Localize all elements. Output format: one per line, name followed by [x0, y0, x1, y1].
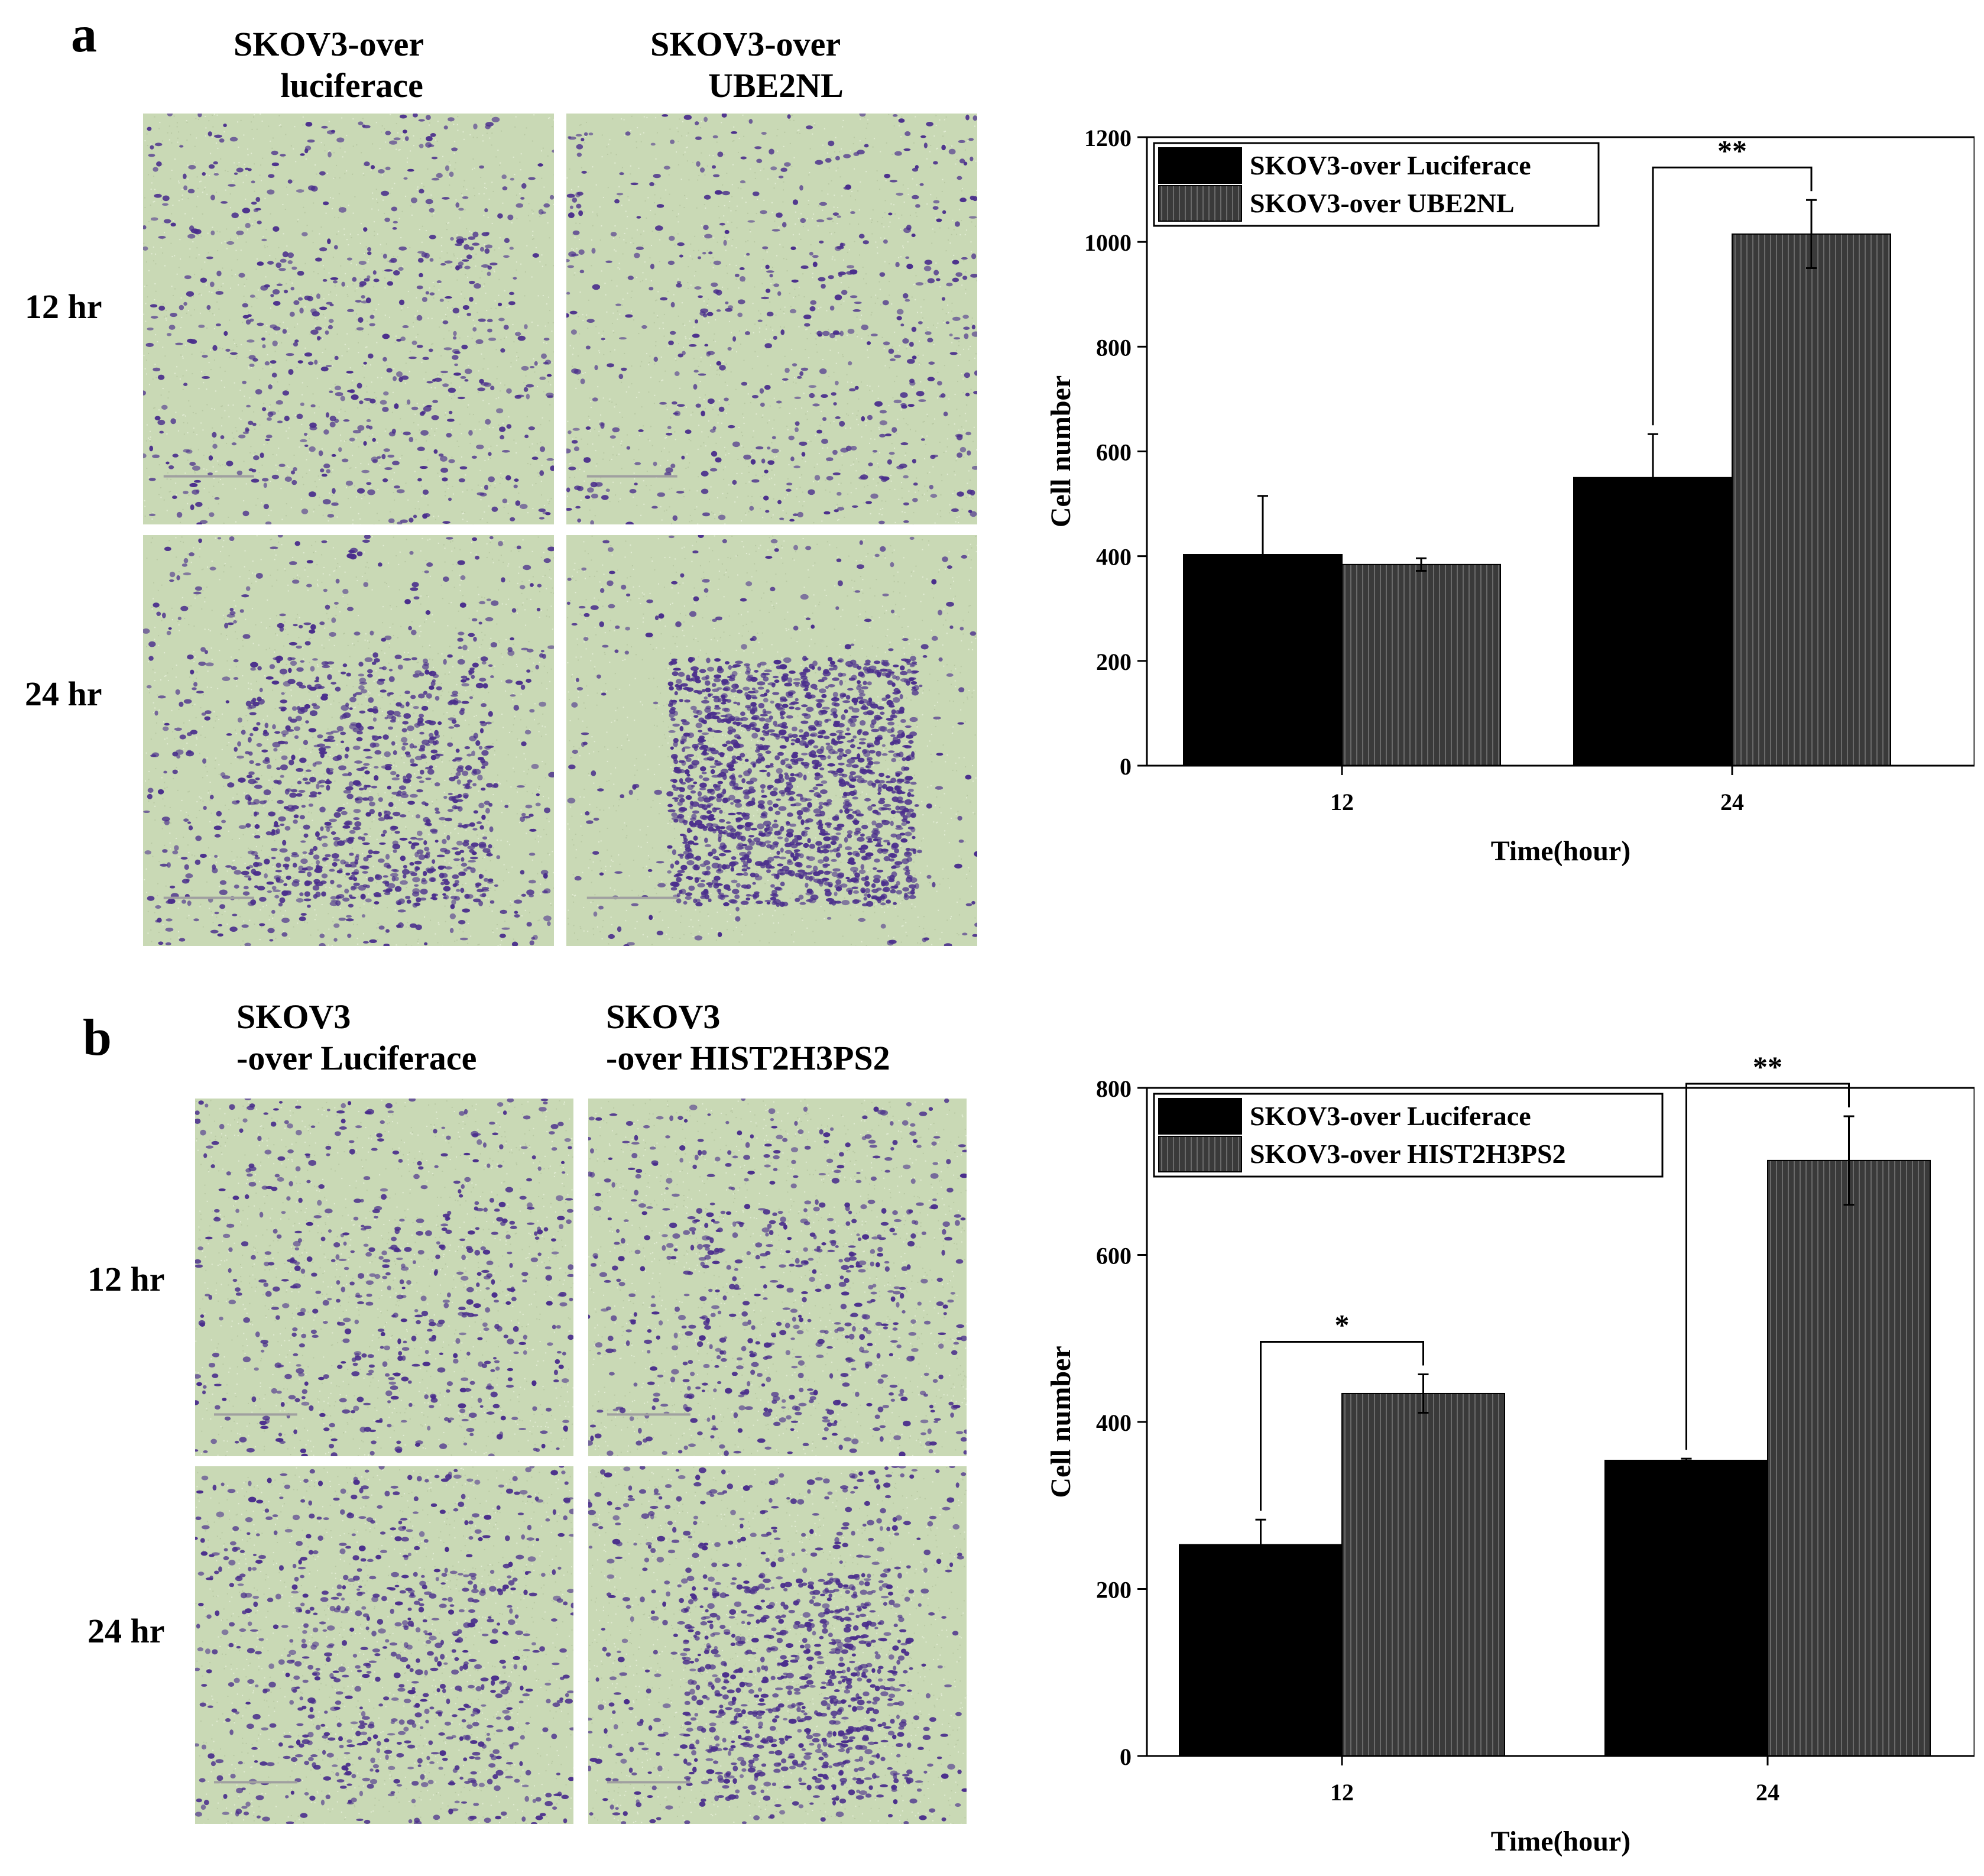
y-tick-label: 400 — [1096, 1410, 1132, 1436]
legend-swatch — [1158, 1136, 1242, 1172]
significance-bracket — [1685, 1083, 1850, 1450]
column-header-line: -over HIST2H3PS2 — [606, 1039, 890, 1077]
column-header-line: SKOV3-over — [234, 25, 424, 63]
y-axis-label: Cell number — [1045, 375, 1077, 527]
panel-b-column-1-header: SKOV3 -over Luciferace — [236, 996, 476, 1079]
legend-label: SKOV3-over Luciferace — [1250, 150, 1531, 180]
y-tick-label: 200 — [1096, 1577, 1132, 1603]
bar-treatment-12 — [1341, 1392, 1505, 1757]
panel-b-row-12hr: 12 hr — [87, 1260, 165, 1298]
panel-b-row-24hr: 24 hr — [87, 1612, 165, 1650]
y-tick-label: 200 — [1096, 649, 1132, 675]
micrograph-a-ube2nl-12hr — [566, 114, 977, 524]
bar-luciferase-24 — [1604, 1459, 1768, 1757]
y-tick-label: 800 — [1096, 334, 1132, 361]
x-axis-label: Time(hour) — [1491, 1826, 1630, 1857]
panel-a-label: a — [71, 6, 97, 63]
legend-label: SKOV3-over Luciferace — [1250, 1101, 1531, 1131]
column-header-line: SKOV3 — [606, 997, 721, 1036]
bar-treatment-12 — [1341, 563, 1501, 767]
panel-a-column-2-header: SKOV3-over UBE2NL — [650, 24, 844, 106]
significance-label: * — [1335, 1308, 1350, 1341]
micrograph-b-luciferase-12hr — [195, 1099, 573, 1456]
micrograph-b-luciferase-24hr — [195, 1466, 573, 1824]
legend-label: SKOV3-over UBE2NL — [1250, 188, 1515, 218]
y-tick-label: 800 — [1096, 1075, 1132, 1102]
micrograph-b-hist2h3ps2-12hr — [588, 1099, 967, 1456]
column-header-line: SKOV3-over — [650, 25, 841, 63]
column-header-line: UBE2NL — [708, 66, 844, 105]
significance-bracket — [1652, 166, 1813, 426]
y-tick-label: 0 — [1120, 753, 1132, 780]
x-tick-label: 24 — [1756, 1779, 1779, 1806]
micrograph-b-hist2h3ps2-24hr — [588, 1466, 967, 1824]
y-tick-label: 400 — [1096, 544, 1132, 571]
legend-swatch — [1158, 147, 1242, 184]
panel-a-column-1-header: SKOV3-over luciferace — [234, 24, 424, 106]
panel-b-column-2-header: SKOV3 -over HIST2H3PS2 — [606, 996, 890, 1079]
panel-a-row-24hr: 24 hr — [25, 675, 102, 713]
panel-a-row-12hr: 12 hr — [25, 287, 102, 326]
x-tick-label: 24 — [1720, 789, 1744, 815]
bar-chart-a: ** 0 200 400 600 800 1000 1200 12 24 Time(hour) Cel… — [1045, 125, 1975, 867]
column-header-line: -over Luciferace — [236, 1039, 477, 1077]
panel-b-label: b — [83, 1009, 112, 1067]
x-axis-label: Time(hour) — [1491, 835, 1630, 867]
column-header-line: SKOV3 — [236, 997, 351, 1036]
y-tick-label: 0 — [1120, 1744, 1132, 1770]
legend-label: SKOV3-over HIST2H3PS2 — [1250, 1139, 1566, 1169]
bar-treatment-24 — [1767, 1159, 1931, 1757]
x-tick-label: 12 — [1330, 789, 1354, 815]
bar-treatment-24 — [1732, 233, 1891, 767]
column-header-line: luciferace — [280, 66, 423, 105]
legend-swatch — [1158, 1098, 1242, 1135]
significance-label: ** — [1717, 134, 1747, 167]
micrograph-a-luciferase-12hr — [143, 114, 554, 524]
significance-label: ** — [1753, 1050, 1782, 1083]
y-tick-label: 1000 — [1084, 229, 1132, 256]
bar-luciferase-12 — [1179, 1544, 1343, 1757]
x-tick-label: 12 — [1330, 1779, 1354, 1806]
y-axis-label: Cell number — [1045, 1346, 1077, 1498]
y-tick-label: 600 — [1096, 1243, 1132, 1269]
micrograph-a-luciferase-24hr — [143, 535, 554, 946]
y-tick-label: 1200 — [1084, 125, 1132, 151]
micrograph-a-ube2nl-24hr — [566, 535, 977, 946]
significance-bracket — [1260, 1340, 1424, 1511]
bar-luciferase-24 — [1573, 477, 1733, 767]
y-tick-label: 600 — [1096, 439, 1132, 466]
legend-swatch — [1158, 185, 1242, 222]
